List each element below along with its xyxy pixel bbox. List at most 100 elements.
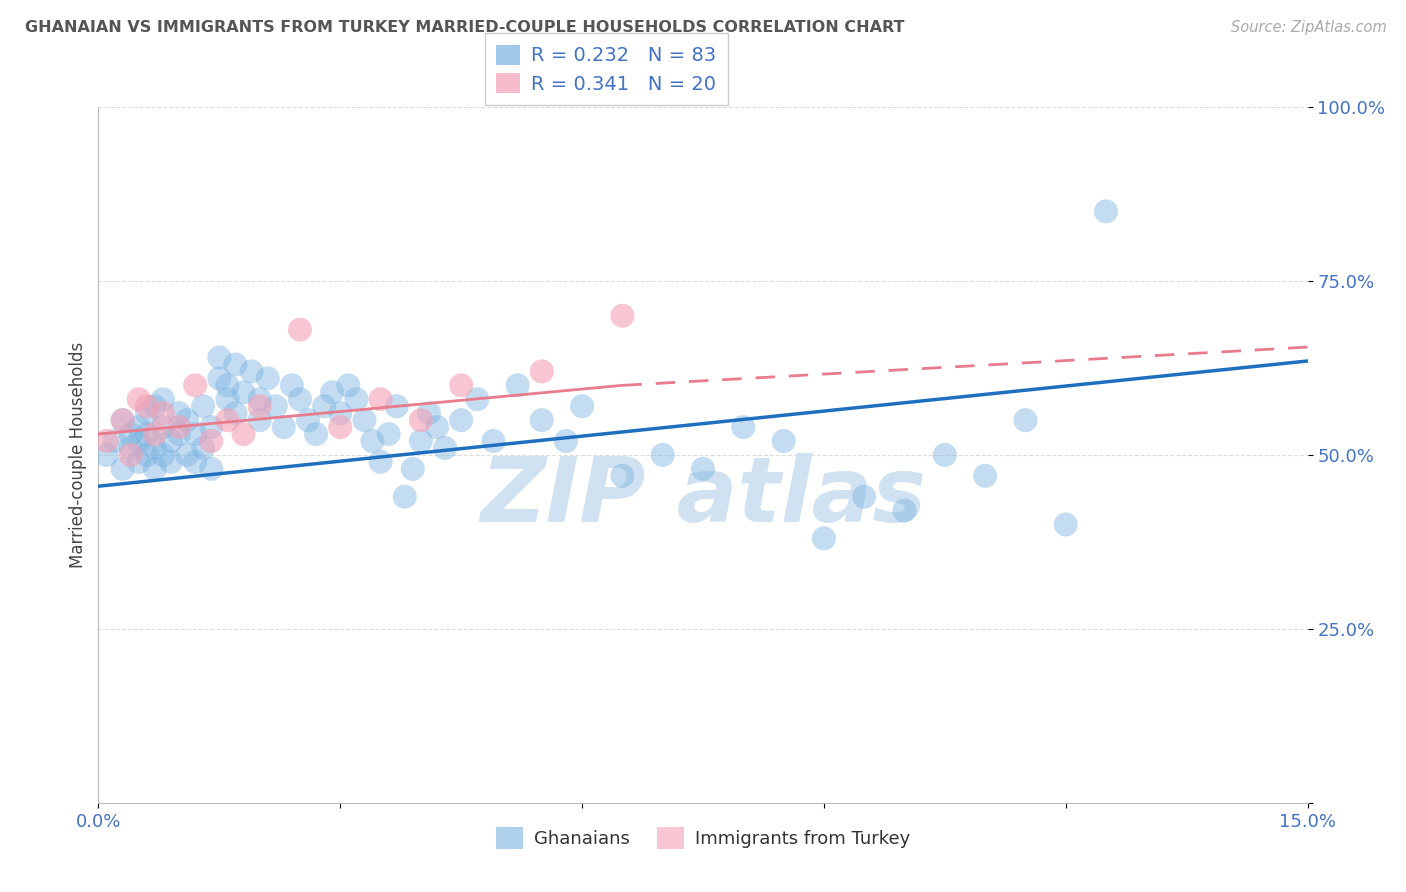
Point (281, 378, 304, 392)
Point (232, 385, 254, 400)
Point (264, 399, 287, 413)
Point (224, 406, 246, 420)
Point (208, 351, 231, 365)
Text: Source: ZipAtlas.com: Source: ZipAtlas.com (1230, 20, 1386, 35)
Point (692, 462, 714, 476)
Point (1095, 204, 1118, 219)
Point (256, 371, 278, 385)
Point (409, 413, 432, 427)
Point (482, 434, 505, 448)
Point (200, 462, 222, 476)
Point (530, 413, 553, 427)
Point (152, 420, 174, 434)
Point (208, 371, 231, 385)
Point (193, 441, 215, 455)
Point (135, 406, 157, 420)
Point (143, 399, 166, 413)
Point (329, 406, 352, 420)
Point (120, 427, 142, 442)
Point (160, 434, 183, 448)
Point (217, 392, 239, 407)
Legend: Ghanaians, Immigrants from Turkey: Ghanaians, Immigrants from Turkey (489, 820, 917, 856)
Point (530, 364, 553, 378)
Point (612, 309, 634, 323)
Point (974, 468, 997, 483)
Point (135, 427, 157, 442)
Point (370, 392, 392, 407)
Point (176, 448, 198, 462)
Point (329, 420, 352, 434)
Text: GHANAIAN VS IMMIGRANTS FROM TURKEY MARRIED-COUPLE HOUSEHOLDS CORRELATION CHART: GHANAIAN VS IMMIGRANTS FROM TURKEY MARRI… (25, 20, 905, 35)
Point (143, 427, 166, 442)
Point (288, 392, 311, 407)
Y-axis label: Married-couple Households: Married-couple Households (69, 342, 87, 568)
Point (249, 392, 271, 407)
Point (506, 378, 529, 392)
Point (733, 420, 755, 434)
Point (143, 441, 166, 455)
Point (143, 462, 166, 476)
Point (934, 448, 956, 462)
Point (135, 399, 157, 413)
Point (385, 399, 408, 413)
Point (249, 413, 271, 427)
Point (353, 413, 375, 427)
Point (571, 399, 593, 413)
Point (288, 323, 311, 337)
Point (249, 399, 271, 413)
Point (111, 413, 134, 427)
Point (152, 406, 174, 420)
Point (167, 427, 190, 442)
Point (273, 420, 295, 434)
Point (96, 448, 118, 462)
Point (337, 378, 360, 392)
Point (200, 434, 222, 448)
Point (651, 448, 673, 462)
Point (184, 455, 207, 469)
Point (402, 462, 425, 476)
Point (450, 413, 472, 427)
Point (434, 441, 457, 455)
Point (426, 420, 449, 434)
Point (152, 448, 174, 462)
Point (344, 392, 367, 407)
Point (305, 427, 328, 442)
Point (167, 420, 190, 434)
Point (120, 448, 142, 462)
Point (377, 427, 399, 442)
Point (200, 420, 222, 434)
Point (128, 392, 150, 407)
Point (135, 448, 157, 462)
Point (193, 399, 215, 413)
Point (314, 399, 336, 413)
Point (893, 503, 915, 517)
Point (321, 385, 343, 400)
Point (128, 455, 150, 469)
Point (240, 364, 263, 378)
Point (111, 413, 134, 427)
Point (297, 413, 319, 427)
Point (96, 434, 118, 448)
Point (1054, 517, 1077, 532)
Point (128, 434, 150, 448)
Point (813, 532, 835, 546)
Point (394, 490, 416, 504)
Point (217, 378, 239, 392)
Point (772, 434, 794, 448)
Point (361, 434, 384, 448)
Point (465, 392, 488, 407)
Point (176, 413, 198, 427)
Point (232, 427, 254, 442)
Point (1014, 413, 1036, 427)
Point (160, 455, 183, 469)
Point (167, 406, 190, 420)
Point (128, 420, 150, 434)
Point (612, 468, 634, 483)
Point (184, 378, 207, 392)
Point (409, 434, 432, 448)
Point (184, 427, 207, 442)
Point (103, 434, 125, 448)
Point (418, 406, 440, 420)
Point (217, 413, 239, 427)
Text: ZIP atlas: ZIP atlas (479, 452, 927, 541)
